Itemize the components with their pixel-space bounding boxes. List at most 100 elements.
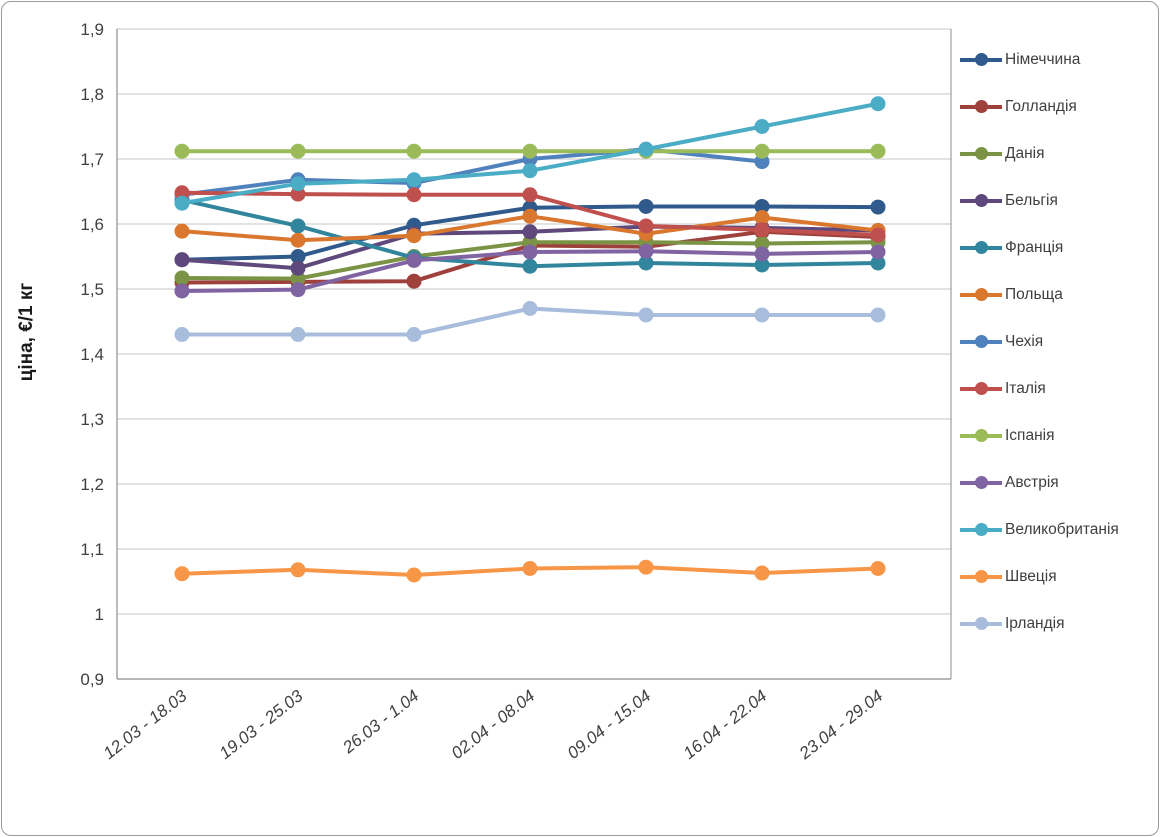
y-axis-tick-label: 1,3 [80,410,104,429]
data-point [406,187,422,203]
legend-label: Німеччина [1005,50,1081,68]
legend-label: Італія [1005,379,1046,397]
data-point [406,252,422,268]
data-point [870,227,886,243]
legend-series-marker-icon [960,335,1002,349]
data-point [174,283,190,299]
legend-series-marker-icon [960,53,1002,67]
y-axis-tick-label: 0,9 [80,670,104,689]
data-point [870,255,886,271]
y-axis-title: ціна, €/1 кг [16,283,37,382]
data-point [754,198,770,214]
data-point [290,249,306,264]
legend-series-marker-icon [960,100,1002,114]
legend-item: Бельгія [960,177,1156,224]
data-point [870,143,886,159]
data-point [290,271,306,287]
data-point [754,222,770,238]
data-point [638,243,654,259]
data-point [522,163,538,179]
legend-series-marker-icon [960,288,1002,302]
chart-legend: Німеччина Голландія Данія Бельгія Франція Пол… [960,36,1156,647]
legend-item: Великобританія [960,506,1156,553]
legend-dot-icon [974,147,988,160]
data-point [870,199,886,215]
y-axis-tick-label: 1,2 [80,475,104,494]
data-point [406,172,422,188]
y-axis-tick-label: 1,7 [80,150,104,169]
data-point [290,232,306,248]
legend-label: Франція [1005,238,1064,256]
legend-dot-icon [974,53,988,66]
x-axis-tick-label: 12.03 - 18.03 [100,686,191,763]
data-point [174,223,190,239]
x-axis-tick-label: 16.04 - 22.04 [680,686,771,763]
legend-label: Польща [1005,285,1063,303]
data-point [522,208,538,224]
data-point [522,301,538,316]
legend-dot-icon [974,476,988,489]
data-point [870,561,886,576]
legend-series-marker-icon [960,523,1002,537]
data-point [174,270,190,286]
y-axis-tick-label: 1,5 [80,280,104,299]
data-point [290,186,306,202]
y-axis-tick-label: 1 [95,605,104,624]
data-point [638,141,654,157]
data-point [290,218,306,234]
legend-item: Чехія [960,318,1156,365]
legend-series-marker-icon [960,476,1002,490]
data-point [870,96,886,112]
data-point [174,143,190,159]
legend-label: Іспанія [1005,426,1055,444]
data-point [870,307,886,323]
legend-dot-icon [974,241,988,254]
legend-dot-icon [974,570,988,583]
data-point [174,566,190,582]
data-point [754,236,770,251]
data-point [174,252,190,268]
data-point [174,195,190,211]
legend-item: Данія [960,130,1156,177]
legend-item: Голландія [960,83,1156,130]
x-axis-tick-label: 26.03 - 1.04 [338,686,422,757]
data-point [754,257,770,273]
legend-series-marker-icon [960,241,1002,255]
data-point [638,198,654,214]
x-axis-tick-label: 09.04 - 15.04 [564,686,655,763]
data-point [522,244,538,260]
legend-item: Польща [960,271,1156,318]
data-point [638,559,654,575]
y-axis-tick-label: 1,6 [80,215,104,234]
data-point [754,119,770,134]
legend-series-marker-icon [960,429,1002,443]
data-point [174,185,190,201]
x-axis-tick-label: 19.03 - 25.03 [216,686,307,763]
y-axis-tick-label: 1,4 [80,345,104,364]
legend-dot-icon [974,100,988,113]
data-point [638,307,654,323]
legend-dot-icon [974,429,988,442]
x-axis-tick-label: 23.04 - 29.04 [795,686,886,763]
data-point [522,143,538,159]
legend-label: Данія [1005,144,1045,162]
legend-item: Італія [960,365,1156,412]
data-point [290,260,306,276]
legend-item: Німеччина [960,36,1156,83]
data-point [754,307,770,323]
y-axis-tick-label: 1,8 [80,85,104,104]
data-point [754,210,770,225]
data-point [754,143,770,159]
legend-label: Бельгія [1005,191,1058,209]
legend-series-marker-icon [960,570,1002,584]
data-point [290,143,306,159]
data-point [290,176,306,192]
legend-series-marker-icon [960,147,1002,161]
data-point [522,187,538,203]
data-point [754,246,770,262]
legend-dot-icon [974,617,988,630]
data-point [406,273,422,289]
data-point [290,562,306,578]
legend-item: Франція [960,224,1156,271]
legend-dot-icon [974,523,988,536]
